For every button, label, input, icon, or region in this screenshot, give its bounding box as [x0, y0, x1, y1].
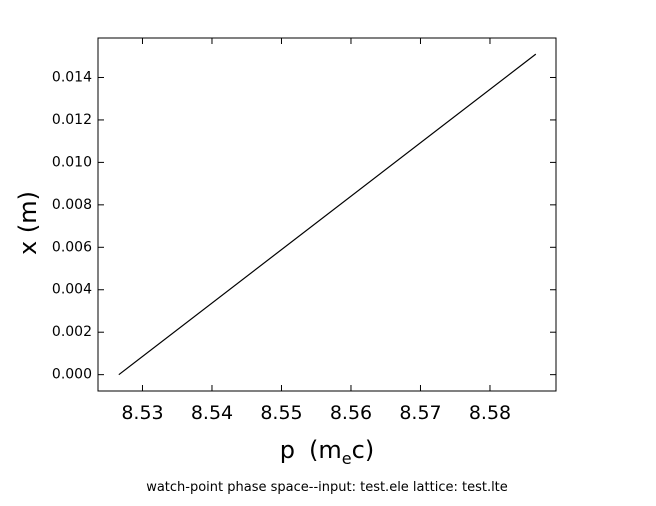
y-tick-label: 0.000: [52, 367, 92, 383]
y-tick-label: 0.012: [52, 112, 92, 128]
x-tick-label: 8.58: [469, 402, 511, 424]
x-axis-label-unit-tail: c: [352, 436, 365, 464]
x-axis-label: p (mec): [280, 436, 374, 468]
x-tick-label: 8.55: [260, 402, 302, 424]
y-tick-label: 0.002: [52, 324, 92, 340]
x-tick-label: 8.56: [330, 402, 372, 424]
series-line: [118, 53, 537, 376]
y-tick-label: 0.010: [52, 154, 92, 170]
y-tick-label: 0.008: [52, 197, 92, 213]
x-axis-label-unit: m: [318, 436, 341, 464]
y-tick-label: 0.014: [52, 69, 92, 85]
x-tick-label: 8.54: [191, 402, 233, 424]
x-axis-label-quantity: p: [280, 436, 295, 464]
y-tick-label: 0.006: [52, 239, 92, 255]
plot-frame: [97, 37, 557, 392]
y-axis-label: x (m): [14, 191, 42, 255]
y-tick-label: 0.004: [52, 282, 92, 298]
x-axis-label-unit-subscript: e: [342, 449, 352, 468]
x-tick-label: 8.53: [121, 402, 163, 424]
caption: watch-point phase space--input: test.ele…: [146, 480, 508, 495]
x-tick-label: 8.57: [399, 402, 441, 424]
